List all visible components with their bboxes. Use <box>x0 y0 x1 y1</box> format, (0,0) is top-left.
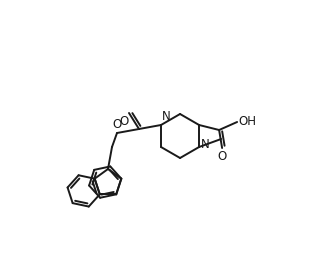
Text: N: N <box>201 137 210 151</box>
Text: O: O <box>119 115 129 128</box>
Text: O: O <box>217 150 227 163</box>
Text: N: N <box>162 110 171 123</box>
Text: OH: OH <box>238 115 256 127</box>
Text: O: O <box>113 118 122 131</box>
